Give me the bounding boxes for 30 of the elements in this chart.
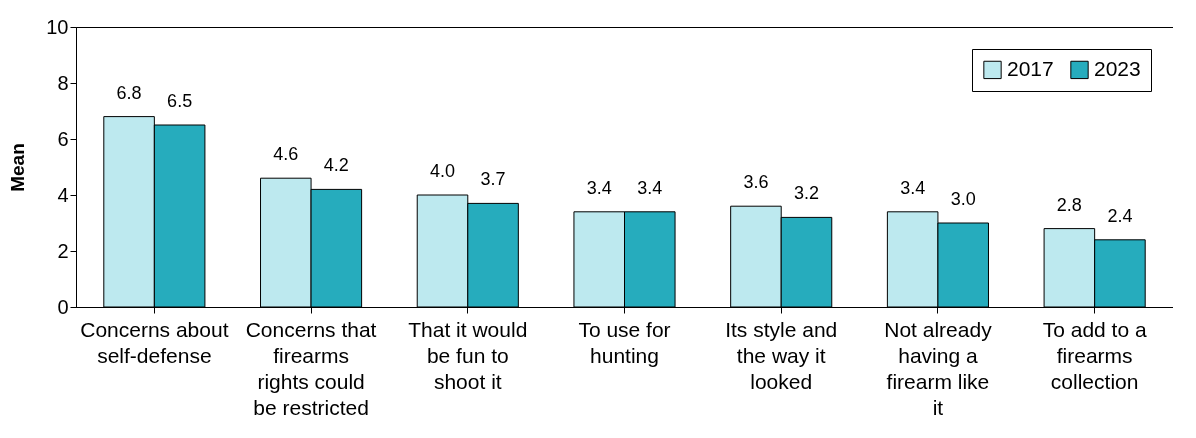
data-label: 2.4 (1107, 205, 1133, 226)
data-label: 3.4 (900, 177, 926, 198)
legend-label: 2023 (1094, 56, 1141, 80)
data-label: 3.2 (793, 183, 820, 204)
data-label: 4.2 (323, 155, 349, 176)
x-tick-label: Its style and the way it looked (725, 317, 838, 393)
data-label: 2.8 (1056, 194, 1082, 215)
x-tick-label: To use for hunting (578, 317, 671, 367)
data-label: 4.6 (273, 144, 299, 165)
data-label: 3.4 (586, 177, 612, 198)
y-tick-label: 8 (57, 71, 69, 94)
data-label: 3.6 (743, 172, 769, 193)
data-label: 3.7 (480, 169, 506, 190)
data-label: 4.0 (429, 161, 456, 181)
x-tick-label: To add to a firearms collection (1042, 317, 1147, 393)
legend-label: 2017 (1007, 56, 1054, 80)
data-label: 3.4 (637, 177, 663, 198)
data-label: 6.8 (116, 82, 142, 103)
x-tick-label: That it would be fun to shoot it (408, 317, 528, 393)
x-tick-label: Not already having a firearm like it (884, 317, 993, 419)
x-tick-label: Concerns that firearms rights could be restricted (245, 317, 377, 419)
y-tick-label: 10 (46, 15, 69, 38)
y-tick-label: 4 (57, 183, 69, 206)
x-tick-label: Concerns about self-defense (80, 317, 229, 367)
y-tick-label: 6 (57, 127, 69, 150)
data-label: 6.5 (167, 91, 193, 111)
data-label: 3.0 (950, 189, 976, 209)
y-tick-label: 0 (57, 295, 69, 318)
y-axis-title: Mean (7, 143, 29, 192)
y-tick-label: 2 (57, 239, 69, 262)
